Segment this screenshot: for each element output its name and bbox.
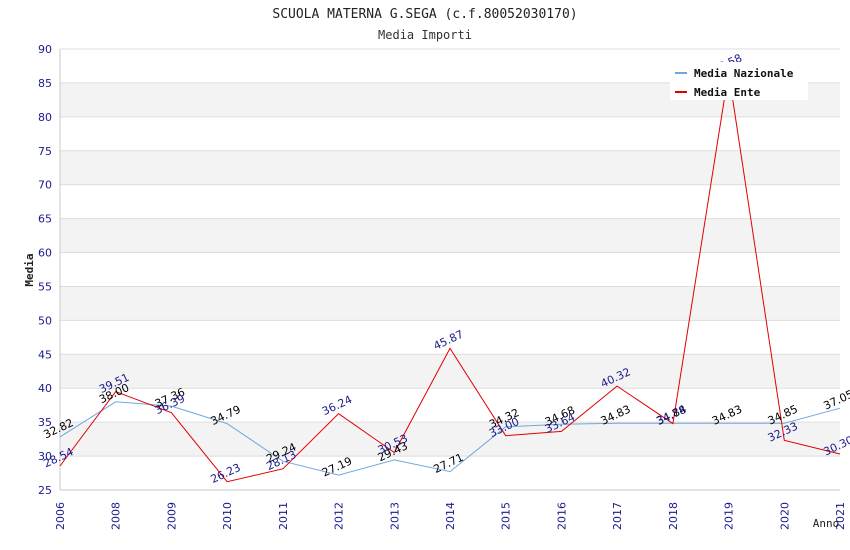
y-tick-label: 90 [38, 43, 52, 56]
legend: Media Nazionale Media Ente [670, 62, 808, 100]
plot-band [60, 456, 840, 490]
legend-box [670, 62, 808, 100]
x-tick-label: 2021 [834, 502, 847, 530]
plot-band [60, 422, 840, 457]
x-tick-label: 2014 [444, 502, 457, 530]
series-line-media-nazionale [59, 401, 841, 476]
chart-title: SCUOLA MATERNA G.SEGA (c.f.80052030170) [272, 7, 577, 22]
x-tick-labels: 2006 2008 2009 2010 2011 2012 2013 2014 2015 2016… [54, 502, 847, 530]
y-tick-label: 60 [38, 247, 52, 260]
plot-band [60, 116, 840, 151]
plot-band [60, 150, 840, 185]
y-tick-label: 70 [38, 179, 52, 192]
legend-label: Media Ente [694, 86, 761, 99]
x-tick-label: 2006 [54, 502, 67, 530]
x-tick-label: 2008 [110, 502, 123, 530]
chart-subtitle: Media Importi [378, 28, 472, 42]
x-tick-label: 2018 [667, 502, 680, 530]
x-tick-label: 2012 [333, 502, 346, 530]
y-tick-label: 45 [38, 348, 52, 361]
series-lines [59, 72, 841, 483]
series-line-media-ente [59, 72, 841, 483]
y-tick-label: 25 [38, 484, 52, 497]
x-tick-label: 2011 [277, 502, 290, 530]
x-tick-label: 2015 [500, 502, 513, 530]
plot-band [60, 252, 840, 287]
x-tick-label: 2010 [221, 502, 234, 530]
y-tick-label: 80 [38, 111, 52, 124]
legend-label: Media Nazionale [694, 67, 794, 80]
y-tick-label: 55 [38, 280, 52, 293]
plot-band [60, 184, 840, 219]
y-tick-label: 40 [38, 382, 52, 395]
x-axis-label: Anno [813, 517, 840, 530]
plot-band [60, 218, 840, 253]
y-tick-label: 85 [38, 77, 52, 90]
x-tick-label: 2016 [555, 502, 568, 530]
y-tick-label: 50 [38, 314, 52, 327]
y-tick-label: 75 [38, 145, 52, 158]
y-tick-label: 65 [38, 213, 52, 226]
y-axis-label: Media [23, 253, 36, 286]
gridlines [60, 48, 840, 491]
x-tick-label: 2020 [778, 502, 791, 530]
x-tick-label: 2009 [165, 502, 178, 530]
x-tick-label: 2017 [611, 502, 624, 530]
y-tick-labels: 25 30 35 40 45 50 55 60 65 70 75 80 85 90 [38, 43, 52, 497]
x-tick-label: 2013 [388, 502, 401, 530]
plot-band [60, 388, 840, 423]
y-tick-label: 30 [38, 450, 52, 463]
y-tick-label: 35 [38, 416, 52, 429]
x-tick-label: 2019 [723, 502, 736, 530]
plot-band [60, 286, 840, 321]
plot-band [60, 354, 840, 389]
